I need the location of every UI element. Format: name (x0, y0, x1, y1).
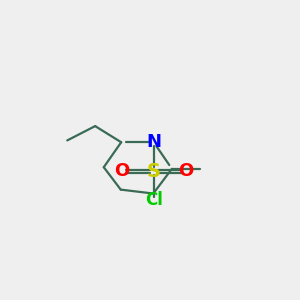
Text: O: O (178, 162, 194, 180)
Text: O: O (114, 162, 129, 180)
Text: N: N (146, 133, 161, 151)
Text: S: S (147, 162, 161, 181)
Text: Cl: Cl (145, 191, 163, 209)
